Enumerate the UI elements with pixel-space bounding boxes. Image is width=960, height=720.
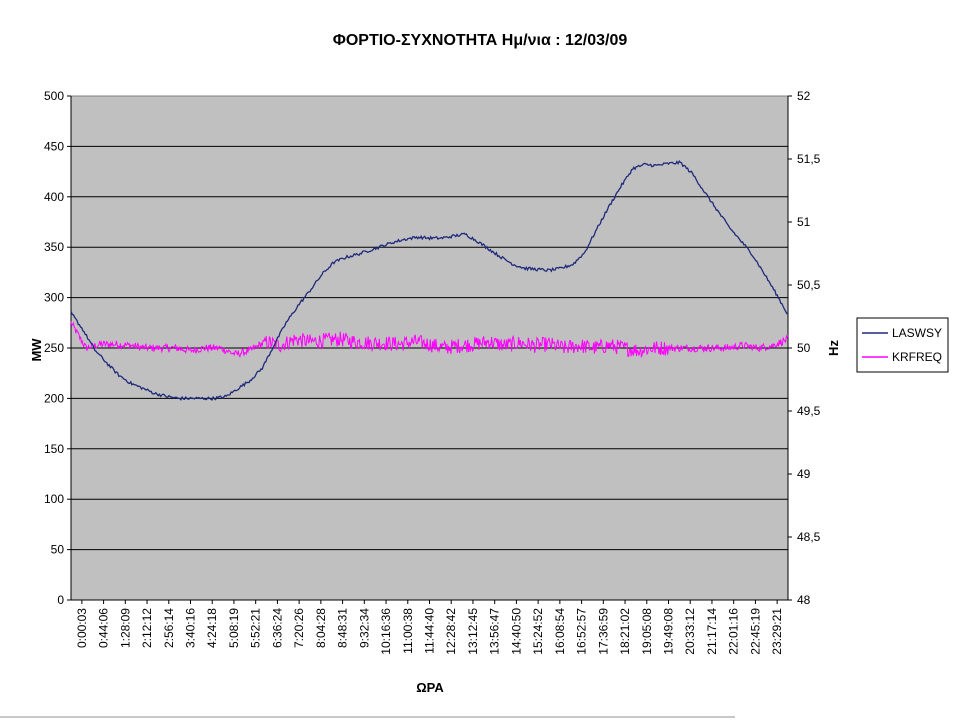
x-tick-label: 23:29:21	[770, 608, 784, 655]
x-axis: 0:00:03 0:44:06 1:28:09 2:12:12 2:56:14 3:40:…	[71, 599, 788, 655]
y-axis-left-label: MW	[29, 338, 44, 362]
x-tick-label: 10:16:36	[379, 608, 393, 655]
y-axis-right-label: Hz	[826, 340, 841, 356]
x-tick-label: 18:21:02	[618, 608, 632, 655]
x-tick-label: 16:08:54	[553, 608, 567, 655]
left-tick-label: 200	[44, 391, 64, 405]
right-tick-label: 48	[797, 593, 811, 607]
series-lines	[70, 159, 789, 401]
x-tick-label: 6:36:24	[270, 608, 284, 648]
gridlines	[71, 145, 788, 551]
x-tick-label: 22:01:16	[727, 608, 741, 655]
x-tick-label: 13:12:45	[466, 608, 480, 655]
series-laswsy-line	[70, 159, 789, 401]
left-tick-label: 500	[44, 89, 64, 103]
legend-label-krfreq: KRFREQ	[892, 350, 942, 364]
left-tick-label: 50	[51, 543, 65, 557]
left-tick-label: 100	[44, 492, 64, 506]
right-tick-label: 50	[797, 341, 811, 355]
left-tick-label: 250	[44, 341, 64, 355]
chart-title: ΦΟΡΤΙΟ-ΣΥΧΝΟΤΗΤΑ Ημ/νια : 12/03/09	[333, 32, 628, 49]
legend: LASWSY KRFREQ	[856, 317, 949, 373]
x-tick-label: 5:52:21	[249, 608, 263, 648]
x-tick-label: 7:20:26	[292, 608, 306, 648]
x-tick-label: 1:28:09	[118, 608, 132, 648]
left-y-axis: 0 50 100 150 200 250 300 350 400 450 500	[44, 89, 72, 607]
right-tick-label: 51,5	[797, 152, 821, 166]
right-tick-label: 49,5	[797, 404, 821, 418]
x-axis-label: ΩΡΑ	[416, 680, 444, 695]
left-tick-label: 400	[44, 190, 64, 204]
right-tick-label: 51	[797, 215, 811, 229]
x-tick-label: 5:08:19	[227, 608, 241, 648]
x-tick-label: 0:00:03	[75, 608, 89, 648]
x-tick-label: 19:49:08	[662, 608, 676, 655]
left-tick-label: 300	[44, 291, 64, 305]
left-tick-label: 450	[44, 139, 64, 153]
x-tick-label: 13:56:47	[488, 608, 502, 655]
x-tick-label: 2:56:14	[162, 608, 176, 648]
right-y-axis: 48 48,5 49 49,5 50 50,5 51 51,5 52	[787, 89, 821, 607]
x-tick-label: 15:24:52	[531, 608, 545, 655]
x-tick-label: 20:33:12	[683, 608, 697, 655]
right-tick-label: 50,5	[797, 278, 821, 292]
x-tick-label: 4:24:18	[205, 608, 219, 648]
x-tick-label: 19:05:08	[640, 608, 654, 655]
x-tick-label: 3:40:16	[184, 608, 198, 648]
left-tick-label: 0	[57, 593, 64, 607]
legend-label-laswsy: LASWSY	[892, 326, 942, 340]
x-tick-label: 8:04:28	[314, 608, 328, 648]
left-tick-label: 150	[44, 442, 64, 456]
x-tick-label: 11:00:38	[401, 608, 415, 654]
series-krfreq-line	[70, 321, 789, 358]
right-tick-label: 49	[797, 467, 811, 481]
x-tick-label: 22:45:19	[748, 608, 762, 655]
x-tick-label: 16:52:57	[575, 608, 589, 655]
x-tick-label: 17:36:59	[596, 608, 610, 655]
x-tick-label: 21:17:14	[705, 608, 719, 655]
right-tick-label: 48,5	[797, 530, 821, 544]
x-tick-label: 8:48:31	[336, 608, 350, 648]
x-tick-label: 0:44:06	[97, 608, 111, 648]
x-tick-label: 2:12:12	[140, 608, 154, 648]
x-tick-label: 14:40:50	[509, 608, 523, 655]
left-tick-label: 350	[44, 240, 64, 254]
x-tick-label: 9:32:34	[357, 608, 371, 648]
x-tick-label: 12:28:42	[444, 608, 458, 655]
right-tick-label: 52	[797, 89, 811, 103]
x-tick-label: 11:44:40	[423, 608, 437, 654]
